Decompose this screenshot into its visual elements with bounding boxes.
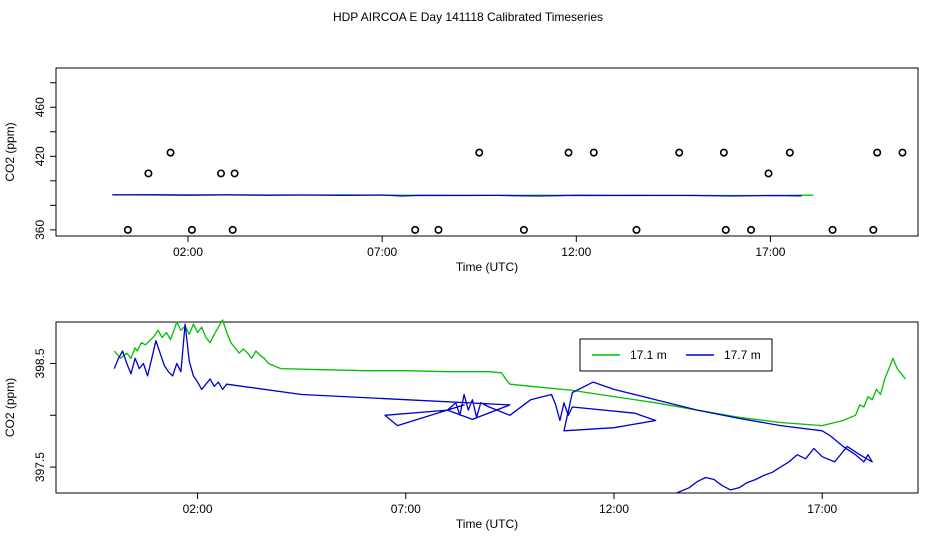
data-point <box>434 225 443 234</box>
data-point <box>187 225 196 234</box>
data-point <box>217 169 226 178</box>
data-point <box>898 148 907 157</box>
y-axis-label: CO2 (ppm) <box>3 378 17 437</box>
plot-frame <box>55 321 919 494</box>
x-axis-label: Time (UTC) <box>456 517 518 531</box>
data-point <box>230 169 239 178</box>
legend-label: 17.1 m <box>630 348 667 362</box>
series-line-17-7-m <box>113 323 873 494</box>
legend-label: 17.7 m <box>724 348 761 362</box>
x-tick-label: 17:00 <box>807 502 837 516</box>
x-tick-label: 17:00 <box>755 245 785 259</box>
x-tick-label: 07:00 <box>367 245 397 259</box>
x-tick-label: 02:00 <box>173 245 203 259</box>
series-line-2 <box>112 194 802 197</box>
chart-title: HDP AIRCOA E Day 141118 Calibrated Times… <box>332 10 604 24</box>
y-tick-label: 420 <box>33 146 47 166</box>
data-point <box>411 225 420 234</box>
plot-frame <box>55 67 919 237</box>
x-tick-label: 02:00 <box>183 502 213 516</box>
data-point <box>519 225 528 234</box>
data-point <box>719 148 728 157</box>
data-point <box>123 225 132 234</box>
data-point <box>228 225 237 234</box>
data-point <box>166 148 175 157</box>
x-tick-label: 07:00 <box>391 502 421 516</box>
x-axis-label: Time (UTC) <box>456 260 518 274</box>
data-point <box>721 225 730 234</box>
data-point <box>873 148 882 157</box>
legend-box <box>579 338 773 372</box>
y-tick-label: 398.5 <box>33 348 47 378</box>
x-tick-label: 12:00 <box>599 502 629 516</box>
x-tick-label: 12:00 <box>561 245 591 259</box>
data-point <box>828 225 837 234</box>
bottom-panel: 02:00 07:00 12:00 17:00 Time (UTC) 397.5 398.5… <box>3 319 919 531</box>
y-tick-label: 460 <box>33 97 47 117</box>
data-point <box>144 169 153 178</box>
data-point <box>869 225 878 234</box>
data-point <box>764 169 773 178</box>
y-axis-label: CO2 (ppm) <box>3 122 17 181</box>
y-tick-label: 360 <box>33 220 47 240</box>
data-point <box>785 148 794 157</box>
data-point <box>747 225 756 234</box>
y-tick-label: 397.5 <box>33 452 47 482</box>
data-point <box>632 225 641 234</box>
data-point <box>475 148 484 157</box>
data-point <box>589 148 598 157</box>
data-point <box>675 148 684 157</box>
top-panel: 02:00 07:00 12:00 17:00 Time (UTC) 360 420 460 C… <box>3 67 919 274</box>
series-line-17-1-m <box>113 319 907 427</box>
data-point <box>564 148 573 157</box>
